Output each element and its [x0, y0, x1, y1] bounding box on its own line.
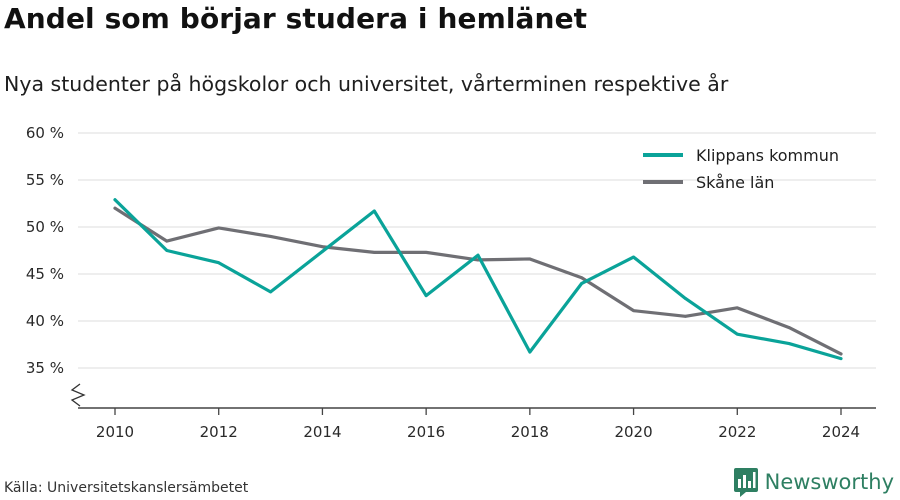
x-tick-label: 2024 — [822, 423, 860, 441]
data-point — [632, 309, 635, 313]
legend-label: Klippans kommun — [696, 146, 839, 165]
data-point — [580, 276, 584, 280]
y-tick-label: 40 % — [26, 312, 64, 330]
data-point — [684, 314, 687, 318]
data-point — [684, 297, 687, 300]
data-point — [269, 290, 272, 294]
data-point — [424, 294, 428, 298]
data-point — [787, 326, 791, 329]
y-tick-label: 50 % — [26, 218, 64, 236]
data-point — [321, 250, 324, 253]
axis-break-icon — [70, 383, 86, 407]
data-point — [735, 306, 739, 310]
data-point — [839, 357, 843, 360]
chart-title: Andel som börjar studera i hemlänet — [4, 2, 588, 35]
x-tick-label: 2010 — [96, 423, 134, 441]
data-point — [632, 255, 635, 259]
x-tick-label: 2022 — [718, 423, 756, 441]
data-point — [217, 226, 221, 230]
data-point — [372, 209, 376, 213]
series-line — [113, 198, 843, 361]
chart-subtitle: Nya studenter på högskolor och universit… — [4, 72, 729, 96]
x-tick-label: 2014 — [303, 423, 341, 441]
data-point — [528, 350, 532, 354]
data-point — [269, 235, 272, 238]
data-point — [528, 257, 532, 261]
brand-logo: Newsworthy — [733, 466, 894, 498]
brand-name: Newsworthy — [764, 470, 894, 494]
bar-chart-icon — [733, 468, 758, 497]
x-tick-label: 2016 — [407, 423, 445, 441]
y-tick-label: 60 % — [26, 124, 64, 142]
data-point — [580, 282, 584, 285]
data-point — [165, 239, 169, 243]
x-tick-label: 2018 — [511, 423, 549, 441]
data-point — [113, 198, 117, 202]
y-tick-label: 45 % — [26, 265, 64, 283]
x-tick-label: 2020 — [614, 423, 652, 441]
data-point — [321, 245, 324, 249]
data-point — [165, 249, 169, 252]
legend-label: Skåne län — [696, 173, 774, 192]
source-note: Källa: Universitetskanslersämbetet — [4, 480, 249, 496]
data-point — [476, 253, 480, 257]
data-point — [735, 332, 739, 336]
y-tick-label: 55 % — [26, 171, 64, 189]
x-tick-label: 2012 — [200, 423, 238, 441]
data-point — [839, 352, 843, 356]
data-point — [787, 342, 791, 345]
data-point — [113, 206, 117, 210]
data-point — [424, 250, 428, 254]
data-point — [372, 250, 376, 254]
data-point — [217, 261, 221, 265]
y-tick-label: 35 % — [26, 359, 64, 377]
